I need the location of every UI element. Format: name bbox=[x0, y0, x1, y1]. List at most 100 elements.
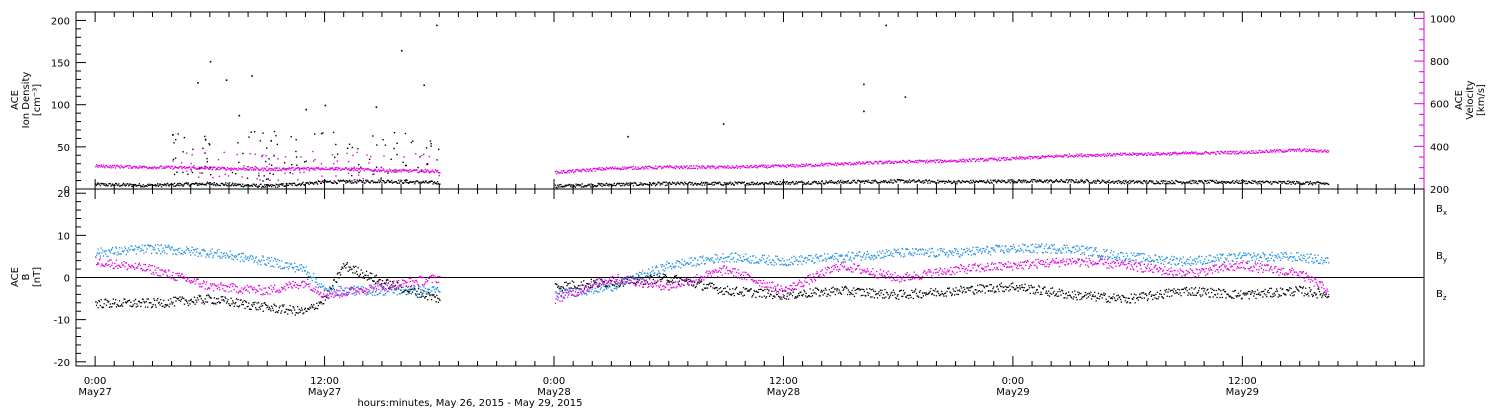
b-bx-point bbox=[800, 291, 802, 293]
b-bx-point bbox=[773, 295, 775, 297]
velocity-point bbox=[154, 166, 156, 168]
b-bx-point bbox=[138, 300, 140, 303]
velocity-point bbox=[179, 165, 181, 168]
density-point bbox=[136, 184, 138, 187]
density-point bbox=[102, 182, 104, 185]
b-bx-point bbox=[1246, 293, 1249, 295]
velocity-point bbox=[1125, 154, 1127, 156]
velocity-point bbox=[1048, 155, 1051, 158]
b-bx-point bbox=[377, 281, 379, 283]
velocity-point bbox=[1294, 149, 1296, 151]
b-bx-point bbox=[1310, 289, 1312, 291]
velocity-scatter-point bbox=[211, 169, 213, 171]
b-bx-point bbox=[925, 292, 927, 294]
density-point bbox=[280, 183, 282, 186]
velocity-point bbox=[585, 170, 587, 173]
b-bx-point bbox=[714, 287, 716, 289]
velocity-point bbox=[1279, 149, 1282, 151]
density-point bbox=[804, 183, 806, 185]
velocity-point bbox=[875, 160, 877, 163]
velocity-point bbox=[242, 167, 244, 169]
b-by-point bbox=[297, 269, 300, 271]
velocity-point bbox=[737, 166, 739, 168]
velocity-point bbox=[1103, 155, 1106, 157]
b-by-point bbox=[143, 252, 145, 254]
b-bx-point bbox=[710, 285, 712, 287]
b-bx-point bbox=[235, 298, 238, 300]
b-bx-point bbox=[271, 305, 273, 307]
b-by-point bbox=[170, 249, 172, 251]
velocity-point bbox=[363, 170, 365, 172]
b-bx-point bbox=[1259, 294, 1261, 296]
b-bx-point bbox=[1201, 288, 1203, 290]
b-bx-point bbox=[1325, 293, 1327, 295]
density-point bbox=[209, 182, 212, 184]
b-bx-point bbox=[429, 294, 431, 297]
b-bx-point bbox=[866, 288, 868, 290]
velocity-point bbox=[759, 166, 762, 168]
density-point bbox=[1006, 182, 1008, 184]
b-bx-point bbox=[891, 291, 893, 293]
velocity-point bbox=[636, 168, 638, 170]
b-bx-point bbox=[181, 296, 183, 298]
b-bx-point bbox=[267, 305, 269, 307]
density-point bbox=[277, 184, 280, 186]
density-point bbox=[1310, 183, 1312, 185]
b-bx-point bbox=[820, 291, 822, 293]
b-bx-point bbox=[1227, 293, 1229, 295]
velocity-point bbox=[356, 170, 358, 172]
density-point bbox=[801, 181, 804, 184]
density-scatter-point bbox=[291, 164, 293, 166]
density-point bbox=[694, 182, 696, 185]
b-by-point bbox=[162, 247, 164, 249]
b-bx-point bbox=[630, 276, 632, 278]
density-point bbox=[354, 181, 356, 183]
velocity-point bbox=[1155, 151, 1158, 154]
velocity-point bbox=[128, 167, 130, 169]
density-point bbox=[964, 181, 966, 183]
density-point bbox=[826, 181, 828, 183]
density-point bbox=[108, 182, 111, 185]
density-point bbox=[759, 183, 762, 185]
velocity-point bbox=[707, 165, 709, 167]
b-bx-point bbox=[1138, 296, 1140, 298]
density-point bbox=[609, 184, 612, 186]
b-by-point bbox=[111, 248, 113, 250]
density-point bbox=[423, 181, 425, 184]
velocity-point bbox=[959, 158, 961, 161]
velocity-point bbox=[228, 168, 230, 170]
velocity-point bbox=[665, 166, 667, 168]
velocity-point bbox=[1229, 153, 1231, 155]
velocity-point bbox=[599, 167, 601, 169]
b-bx-point bbox=[1160, 293, 1162, 295]
b-by-point bbox=[107, 255, 109, 257]
density-point bbox=[983, 181, 986, 184]
b-bx-point bbox=[356, 273, 358, 276]
density-point bbox=[1131, 180, 1133, 183]
b-bx-point bbox=[924, 292, 926, 294]
density-point bbox=[894, 180, 896, 182]
b-bx-point bbox=[136, 303, 138, 305]
velocity-point bbox=[1179, 153, 1181, 155]
velocity-point bbox=[860, 163, 862, 165]
velocity-point bbox=[1087, 153, 1089, 156]
density-point bbox=[588, 183, 590, 185]
density-point bbox=[578, 185, 580, 187]
b-bx-point bbox=[1044, 286, 1046, 288]
b-bx-point bbox=[963, 286, 965, 288]
velocity-point bbox=[1259, 151, 1262, 154]
velocity-point bbox=[791, 163, 794, 166]
velocity-point bbox=[315, 167, 317, 169]
density-point bbox=[954, 181, 956, 183]
density-point bbox=[739, 182, 742, 184]
velocity-tick-label: 1000 bbox=[1430, 14, 1455, 25]
velocity-scatter-point bbox=[357, 174, 360, 176]
b-bx-point bbox=[898, 298, 900, 300]
velocity-point bbox=[654, 168, 656, 170]
b-bx-point bbox=[1170, 289, 1172, 292]
b-bx-point bbox=[334, 276, 336, 279]
b-bx-point bbox=[983, 285, 985, 287]
b-bx-point bbox=[640, 276, 642, 279]
b-bx-point bbox=[1250, 293, 1252, 295]
density-point bbox=[843, 182, 845, 184]
